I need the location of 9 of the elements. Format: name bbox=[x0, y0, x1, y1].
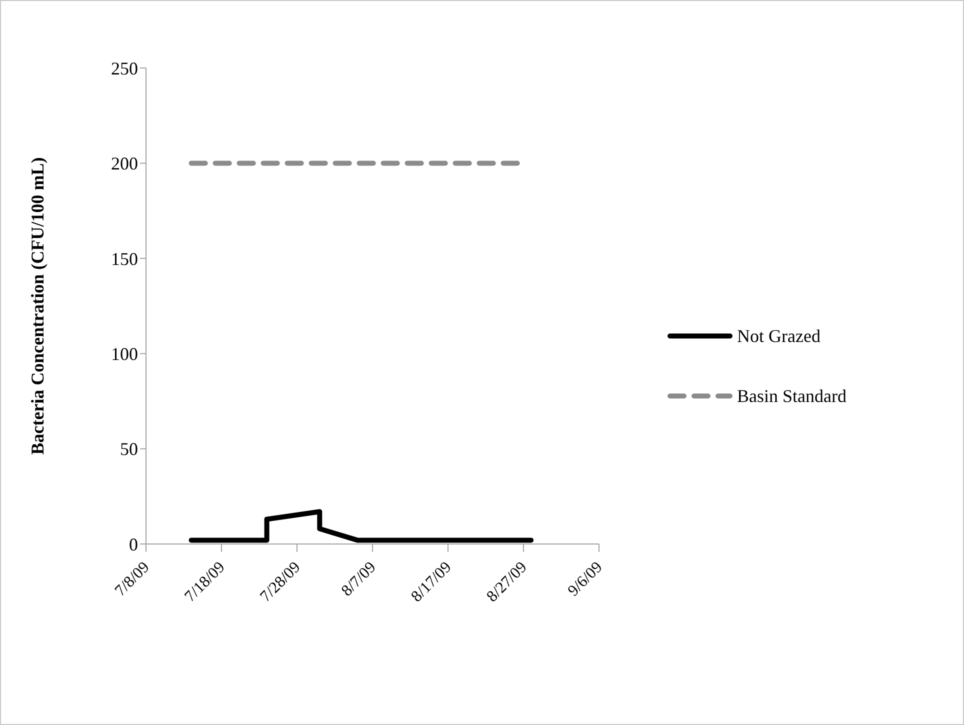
y-tick-label: 150 bbox=[111, 248, 138, 269]
y-tick-label: 250 bbox=[111, 58, 138, 78]
y-tick-label: 200 bbox=[111, 154, 138, 174]
y-axis-title: Bacteria Concentration (CFU/100 mL) bbox=[27, 157, 48, 455]
legend-label: Basin Standard bbox=[737, 386, 846, 406]
legend-label: Not Grazed bbox=[737, 326, 820, 346]
y-tick-label: 50 bbox=[120, 439, 138, 460]
y-tick-label: 0 bbox=[129, 534, 138, 554]
y-tick-label: 100 bbox=[111, 344, 138, 364]
